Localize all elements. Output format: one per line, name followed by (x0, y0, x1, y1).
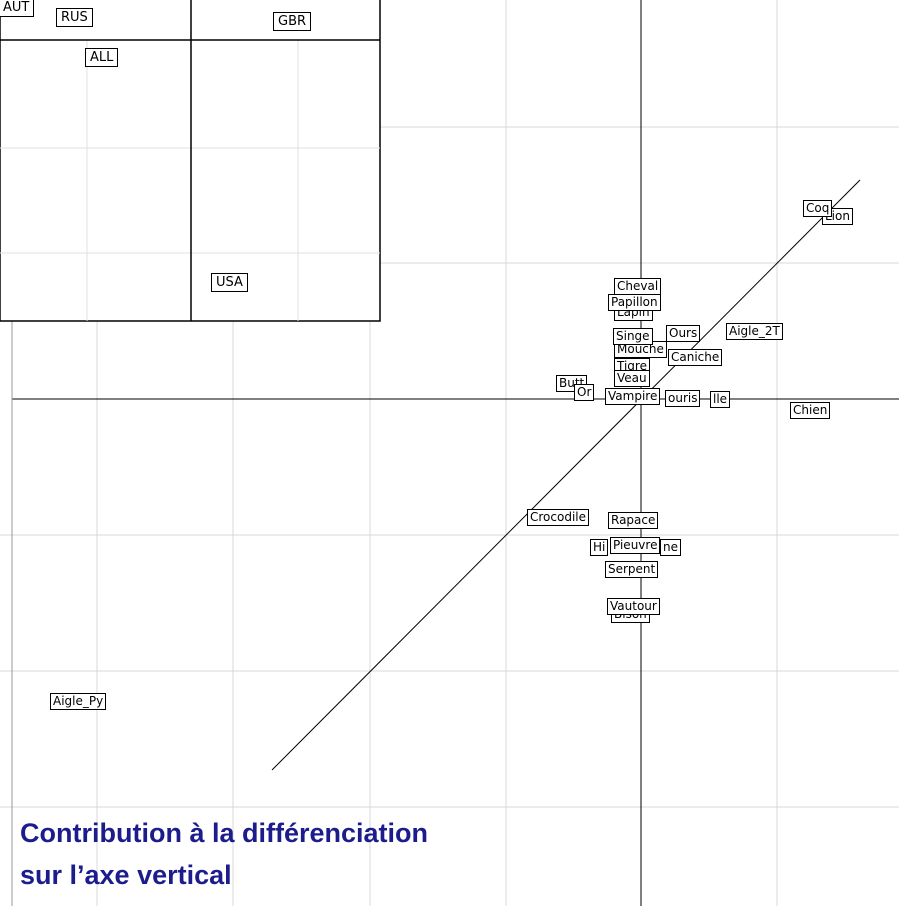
point-label: Crocodile (527, 509, 589, 526)
point-label: ne (660, 539, 681, 556)
inset-panel (0, 0, 381, 322)
caption-line: sur l’axe vertical (20, 860, 232, 890)
point-label: Or (574, 384, 595, 401)
point-label: Rapace (608, 512, 659, 529)
caption-line: Contribution à la différenciation (20, 818, 429, 848)
inset-grid (0, 40, 380, 321)
point-label: Papillon (608, 294, 661, 311)
point-label: Hi (590, 539, 609, 556)
inset-label: USA (211, 273, 248, 292)
point-label: Singe (613, 328, 653, 345)
point-label: lle (710, 391, 731, 408)
inset-label: AUT (0, 0, 35, 17)
point-label: Ours (666, 325, 701, 342)
point-label: Mouche (614, 341, 667, 358)
point-label: Aigle_2T (726, 323, 783, 340)
point-label: ouris (665, 390, 701, 407)
inset-label: RUS (56, 8, 93, 27)
point-label: Coq (803, 200, 833, 217)
inset-label: GBR (273, 12, 312, 31)
point-label: Vautour (607, 598, 660, 615)
point-label: Cheval (614, 278, 662, 295)
point-label: Aigle_Py (50, 693, 107, 710)
diagonal-line (271, 179, 861, 771)
point-label: Serpent (605, 561, 659, 578)
point-label: Vampire (605, 388, 661, 405)
point-label: Chien (790, 402, 831, 419)
point-label: Caniche (668, 349, 723, 366)
point-label: Pieuvre (610, 537, 661, 554)
point-label: Veau (614, 370, 650, 387)
inset-label: ALL (85, 48, 119, 67)
